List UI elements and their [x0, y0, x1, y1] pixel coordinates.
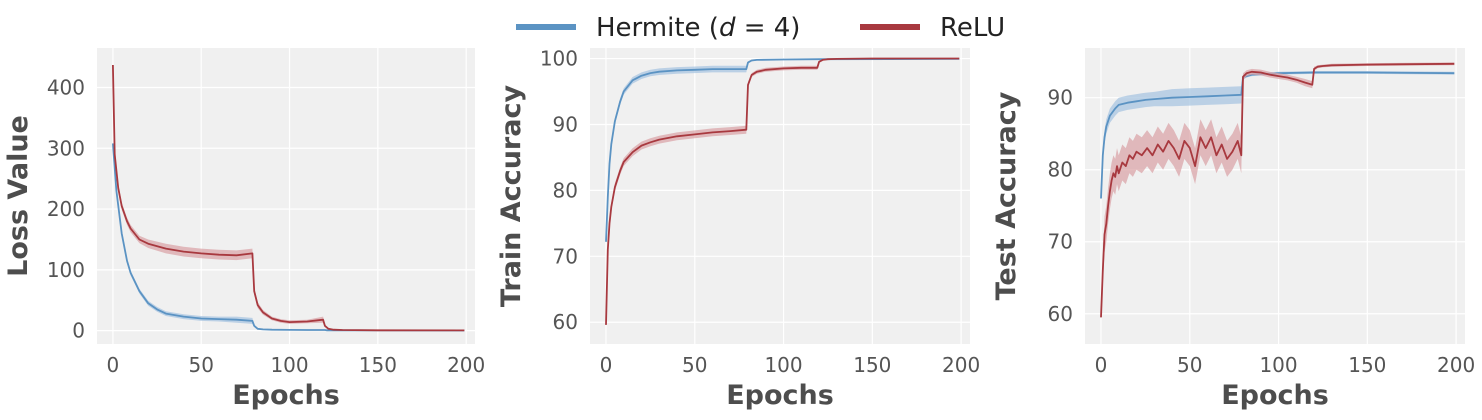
x-tick-label: 100	[270, 353, 308, 377]
y-tick-label: 100	[47, 258, 85, 282]
y-tick-label: 70	[1048, 230, 1073, 254]
x-tick-label: 200	[447, 353, 485, 377]
line-relu-test-accuracy	[1100, 62, 1455, 318]
legend-hermite-suffix: = 4)	[735, 13, 800, 43]
y-tick-label: 0	[72, 319, 85, 343]
y-tick-label: 200	[47, 197, 85, 221]
band-hermite-train-accuracy	[606, 58, 960, 242]
panel-loss-value: 0 50 100 150 200 0 100 200 300 400 Epochs Loss Valu…	[3, 48, 485, 411]
legend: Hermite (d = 4) ReLU	[516, 13, 1005, 43]
x-tick-label: 0	[600, 353, 613, 377]
x-axis-label: Epochs	[232, 380, 340, 411]
plot-area-train-accuracy	[590, 48, 970, 344]
y-tick-label: 70	[553, 244, 578, 268]
band-hermite-test-accuracy	[1101, 71, 1455, 199]
panel-train-accuracy: 0 50 100 150 200 60 70 80 90 100 Epochs Train Accur…	[496, 47, 980, 411]
x-tick-label: 0	[107, 353, 120, 377]
x-tick-label: 200	[1437, 353, 1475, 377]
x-tick-label: 50	[188, 353, 213, 377]
x-axis-label: Epochs	[726, 380, 834, 411]
plot-area-test-accuracy	[1085, 48, 1465, 344]
x-tick-label: 50	[682, 353, 707, 377]
x-tick-label: 50	[1177, 353, 1202, 377]
panel-test-accuracy: 0 50 100 150 200 60 70 80 90 Epochs Test Accuracy	[991, 48, 1475, 411]
x-tick-label: 150	[853, 353, 891, 377]
x-tick-label: 100	[764, 353, 802, 377]
plot-area-loss-value	[97, 48, 475, 344]
y-tick-label: 80	[553, 178, 578, 202]
y-axis-label: Test Accuracy	[991, 91, 1022, 300]
line-relu-loss-value	[112, 64, 465, 332]
line-relu-train-accuracy	[605, 57, 960, 325]
y-tick-label: 400	[47, 76, 85, 100]
y-axis-label: Loss Value	[3, 115, 34, 277]
legend-label-hermite: Hermite (d = 4)	[596, 13, 800, 43]
x-tick-label: 150	[1348, 353, 1386, 377]
y-tick-label: 90	[1048, 86, 1073, 110]
y-tick-label: 300	[47, 136, 85, 160]
y-tick-label: 90	[553, 112, 578, 136]
legend-hermite-italic: d	[719, 13, 736, 43]
y-tick-label: 100	[540, 47, 578, 71]
y-axis-label: Train Accuracy	[496, 85, 527, 308]
x-tick-label: 100	[1259, 353, 1297, 377]
line-hermite-loss-value	[112, 143, 465, 332]
legend-label-relu: ReLU	[940, 13, 1005, 43]
legend-hermite-prefix: Hermite (	[596, 13, 719, 43]
line-hermite-train-accuracy	[605, 58, 960, 242]
x-tick-label: 0	[1095, 353, 1108, 377]
y-tick-label: 80	[1048, 158, 1073, 182]
y-tick-label: 60	[553, 310, 578, 334]
x-tick-label: 200	[942, 353, 980, 377]
x-tick-label: 150	[359, 353, 397, 377]
y-tick-label: 60	[1048, 302, 1073, 326]
x-axis-label: Epochs	[1221, 380, 1329, 411]
